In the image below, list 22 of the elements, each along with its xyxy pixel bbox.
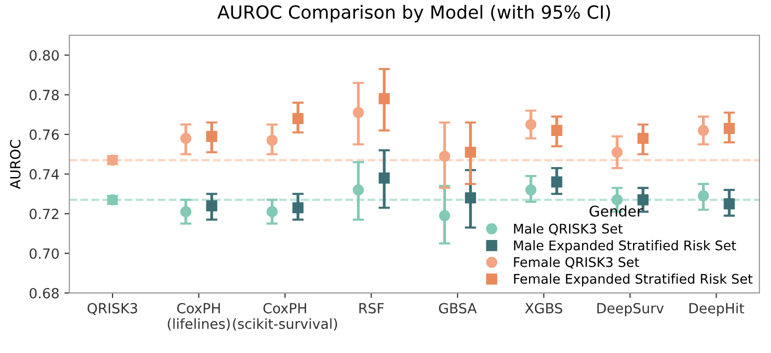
x-tick-label: CoxPH (scikit-survival) [233, 302, 338, 331]
x-tick-label: RSF [359, 302, 384, 314]
legend-label: Male QRISK3 Set [514, 223, 623, 236]
x-tick-label: CoxPH (lifelines) [168, 302, 230, 331]
y-tick-label: 0.74 [30, 169, 59, 180]
x-tick-label: GBSA [439, 302, 477, 314]
legend-label: Male Expanded Stratified Risk Set [514, 240, 736, 253]
x-tick-label: QRISK3 [88, 302, 138, 316]
legend-label: Female Expanded Stratified Risk Set [514, 274, 753, 286]
x-tick-label: DeepHit [689, 302, 744, 316]
y-tick-label: 0.68 [30, 288, 59, 298]
y-tick-label: 0.70 [30, 248, 59, 259]
y-tick-label: 0.80 [30, 50, 59, 61]
legend-title: Gender [590, 205, 643, 217]
y-axis-title: AUROC [10, 140, 20, 190]
chart-title: AUROC Comparison by Model (with 95% CI) [217, 4, 610, 22]
x-tick-label: DeepSurv [597, 302, 664, 316]
x-tick-label: XGBS [525, 302, 562, 314]
y-tick-label: 0.76 [30, 129, 59, 140]
legend-label: Female QRISK3 Set [514, 256, 640, 269]
y-tick-label: 0.78 [30, 90, 59, 100]
y-tick-label: 0.72 [30, 208, 58, 220]
